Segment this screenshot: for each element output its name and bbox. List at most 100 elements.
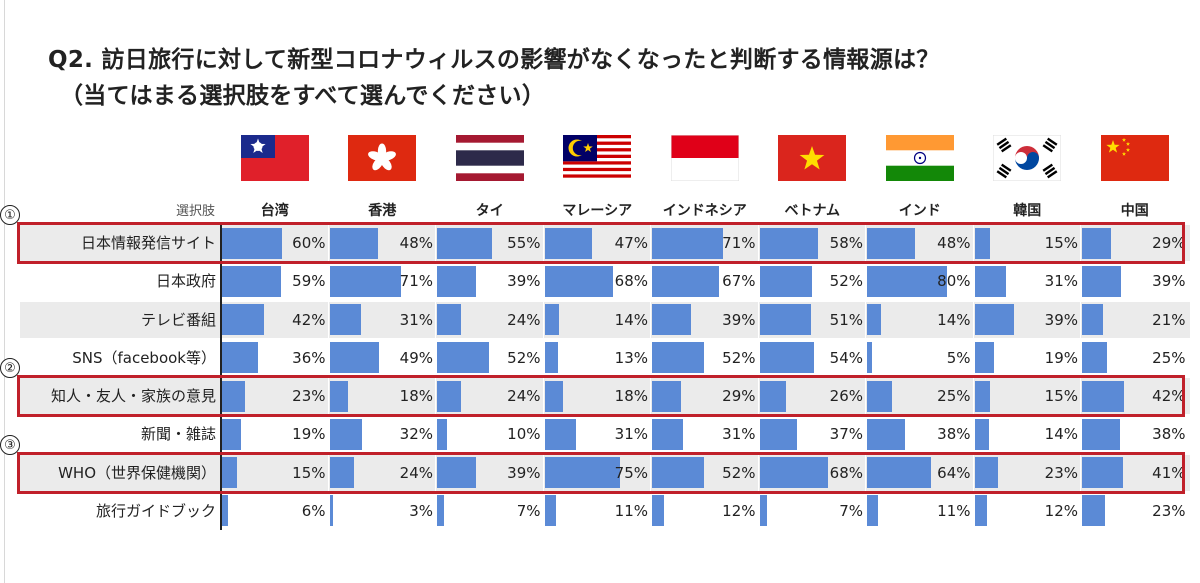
bar (437, 380, 461, 412)
chart-title-line2: （当てはまる選択肢をすべて選んでください） (60, 83, 546, 109)
data-label: 52% (722, 348, 756, 367)
column-header: 中国 (1120, 203, 1149, 219)
bar (437, 227, 492, 259)
bar (974, 380, 990, 412)
column-header: ベトナム (784, 203, 841, 219)
bar (759, 457, 828, 488)
bar (1082, 342, 1107, 374)
bar (974, 342, 994, 374)
bar (222, 457, 237, 488)
bar (652, 342, 704, 374)
data-label: 31% (722, 425, 756, 444)
data-label: 14% (614, 310, 648, 329)
data-label: 15% (1044, 387, 1078, 405)
highlight-box (17, 222, 1185, 264)
options-header: 選択肢 (175, 204, 215, 219)
bar (1082, 457, 1123, 488)
bar (1082, 304, 1103, 335)
bar (544, 304, 559, 335)
bar (222, 418, 241, 450)
data-label: 41% (1152, 463, 1186, 482)
bar (222, 342, 258, 374)
bar (222, 380, 245, 412)
bar (544, 495, 556, 527)
circle-marker: ② (0, 358, 20, 378)
bar (652, 457, 704, 488)
thailand-flag-icon (455, 135, 524, 181)
data-label: 36% (292, 348, 326, 367)
highlight-box (17, 375, 1185, 417)
data-label: 3% (409, 501, 433, 520)
bar (329, 457, 354, 488)
data-label: 39% (1152, 272, 1186, 291)
data-label: 71% (722, 234, 756, 252)
data-label: 39% (507, 463, 541, 482)
bar (867, 304, 881, 335)
data-label: 48% (399, 234, 433, 252)
data-label: 60% (292, 234, 326, 252)
bar (222, 265, 281, 297)
data-label: 14% (937, 310, 971, 329)
bar (329, 265, 401, 297)
bar (974, 495, 987, 527)
data-label: 12% (1044, 501, 1078, 520)
bar (329, 418, 362, 450)
data-label: 24% (507, 310, 541, 329)
bar (867, 418, 905, 450)
bar (974, 227, 990, 259)
data-label: 24% (399, 463, 433, 482)
data-label: 52% (829, 272, 863, 291)
bar (437, 342, 489, 374)
bar (329, 495, 333, 527)
vietnam-flag-icon (778, 135, 847, 181)
data-label: 71% (399, 272, 433, 291)
data-label: 31% (614, 425, 648, 444)
data-label: 80% (937, 272, 971, 291)
bar (222, 227, 282, 259)
data-label: 42% (1152, 387, 1186, 405)
bar (222, 304, 264, 335)
data-label: 31% (399, 310, 433, 329)
data-label: 21% (1152, 310, 1186, 329)
row-background (20, 225, 1190, 261)
row-label: SNS（facebook等） (72, 348, 216, 367)
data-label: 37% (829, 425, 863, 444)
data-label: 18% (399, 387, 433, 405)
data-label: 75% (614, 463, 648, 482)
taiwan-flag-icon (240, 135, 309, 181)
india-flag-icon (885, 135, 954, 181)
bar (1082, 265, 1121, 297)
bar (652, 495, 664, 527)
data-label: 39% (507, 272, 541, 291)
bar (652, 265, 719, 297)
data-label: 23% (1044, 463, 1078, 482)
bar (759, 418, 797, 450)
page-left-rule (4, 0, 5, 583)
bar (437, 495, 444, 527)
data-label: 29% (1152, 234, 1186, 252)
data-label: 39% (1044, 310, 1078, 329)
data-label: 47% (614, 234, 648, 252)
bar (437, 457, 476, 488)
data-label: 58% (829, 234, 863, 252)
data-label: 49% (399, 348, 433, 367)
bar (544, 342, 558, 374)
bar (329, 342, 379, 374)
indonesia-flag-icon (670, 135, 739, 181)
data-label: 52% (507, 348, 541, 367)
bar (652, 227, 723, 259)
bar (437, 304, 461, 335)
highlight-box (17, 451, 1185, 494)
bar (222, 495, 228, 527)
bar (1082, 418, 1120, 450)
bar (867, 457, 931, 488)
bar (1082, 495, 1105, 527)
bar (652, 380, 681, 412)
bar (652, 304, 691, 335)
data-label: 11% (614, 501, 648, 520)
bar (544, 418, 576, 450)
data-label: 68% (829, 463, 863, 482)
data-label: 64% (937, 463, 971, 482)
bar (329, 304, 361, 335)
bar (759, 380, 786, 412)
